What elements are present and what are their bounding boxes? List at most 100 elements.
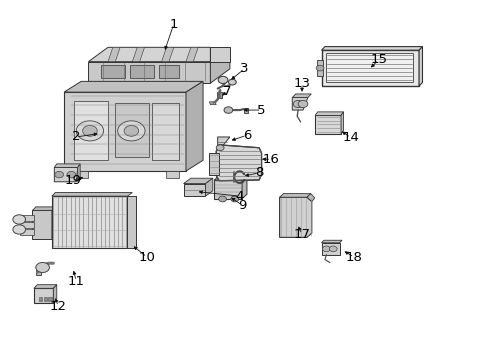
Text: 19: 19 [64, 174, 81, 187]
Text: 13: 13 [293, 77, 310, 90]
Circle shape [124, 126, 139, 136]
Polygon shape [127, 196, 136, 248]
Circle shape [218, 196, 226, 202]
Circle shape [329, 246, 336, 252]
Polygon shape [279, 194, 310, 197]
Polygon shape [52, 196, 127, 248]
Bar [101, 65, 125, 78]
Polygon shape [20, 229, 34, 235]
Polygon shape [209, 102, 216, 105]
Text: 15: 15 [369, 53, 386, 66]
Polygon shape [152, 103, 178, 160]
Text: 5: 5 [257, 104, 265, 117]
Text: 7: 7 [223, 85, 231, 98]
Circle shape [76, 121, 103, 141]
Polygon shape [315, 116, 340, 134]
Polygon shape [418, 46, 422, 86]
Bar [159, 65, 178, 78]
Text: 18: 18 [345, 251, 362, 264]
Text: 4: 4 [235, 190, 244, 203]
Polygon shape [64, 92, 185, 171]
Bar [48, 297, 52, 301]
Polygon shape [292, 98, 307, 110]
Polygon shape [171, 83, 183, 89]
Bar [130, 65, 154, 78]
Text: 9: 9 [237, 199, 246, 212]
Circle shape [13, 225, 25, 234]
Circle shape [298, 100, 307, 108]
Polygon shape [183, 178, 212, 184]
Polygon shape [166, 171, 178, 178]
Polygon shape [88, 47, 210, 62]
Polygon shape [54, 164, 80, 167]
Circle shape [322, 246, 330, 252]
Polygon shape [34, 285, 57, 288]
Polygon shape [66, 171, 76, 178]
Polygon shape [340, 112, 343, 134]
Polygon shape [209, 153, 219, 175]
Polygon shape [76, 171, 88, 178]
Polygon shape [243, 108, 248, 113]
Polygon shape [32, 207, 55, 211]
Polygon shape [316, 60, 323, 76]
Text: 17: 17 [293, 228, 310, 241]
Circle shape [293, 100, 303, 108]
Text: 6: 6 [242, 129, 251, 142]
Polygon shape [185, 47, 198, 62]
Polygon shape [20, 222, 34, 228]
Polygon shape [115, 103, 149, 157]
Circle shape [316, 65, 324, 71]
Polygon shape [292, 94, 311, 98]
Text: 14: 14 [342, 131, 359, 144]
Text: 12: 12 [50, 300, 66, 313]
Polygon shape [52, 193, 132, 196]
Circle shape [55, 171, 63, 178]
Polygon shape [279, 197, 311, 237]
Circle shape [218, 76, 227, 84]
Circle shape [230, 196, 238, 202]
Circle shape [224, 107, 232, 113]
Polygon shape [216, 92, 221, 98]
Polygon shape [52, 207, 55, 239]
Polygon shape [54, 167, 78, 182]
Text: 1: 1 [169, 18, 178, 31]
Polygon shape [214, 176, 246, 180]
Text: 16: 16 [263, 153, 279, 166]
Polygon shape [217, 137, 229, 146]
Polygon shape [36, 270, 41, 275]
Text: 3: 3 [240, 62, 248, 75]
Text: 2: 2 [72, 130, 81, 144]
Circle shape [67, 171, 76, 178]
Bar [326, 53, 412, 82]
Circle shape [118, 121, 145, 141]
Polygon shape [321, 50, 418, 86]
Polygon shape [185, 81, 203, 171]
Polygon shape [214, 180, 242, 199]
Polygon shape [98, 83, 110, 89]
Circle shape [228, 79, 236, 85]
Text: 10: 10 [138, 251, 155, 264]
Text: 8: 8 [254, 166, 263, 179]
Polygon shape [242, 176, 246, 199]
Polygon shape [306, 194, 314, 202]
Circle shape [216, 145, 224, 150]
Circle shape [36, 262, 49, 273]
Text: 11: 11 [68, 275, 84, 288]
Polygon shape [74, 101, 108, 160]
Polygon shape [53, 285, 57, 303]
Polygon shape [321, 243, 339, 255]
Polygon shape [210, 47, 229, 62]
Circle shape [13, 215, 25, 224]
Polygon shape [183, 184, 205, 196]
Polygon shape [108, 47, 120, 62]
Polygon shape [205, 178, 212, 196]
Polygon shape [20, 215, 34, 221]
Polygon shape [210, 47, 229, 83]
Polygon shape [64, 81, 203, 92]
Polygon shape [88, 62, 210, 83]
Polygon shape [34, 288, 53, 303]
Polygon shape [216, 145, 261, 181]
Bar [43, 297, 47, 301]
Bar [39, 297, 42, 301]
Polygon shape [321, 240, 341, 243]
